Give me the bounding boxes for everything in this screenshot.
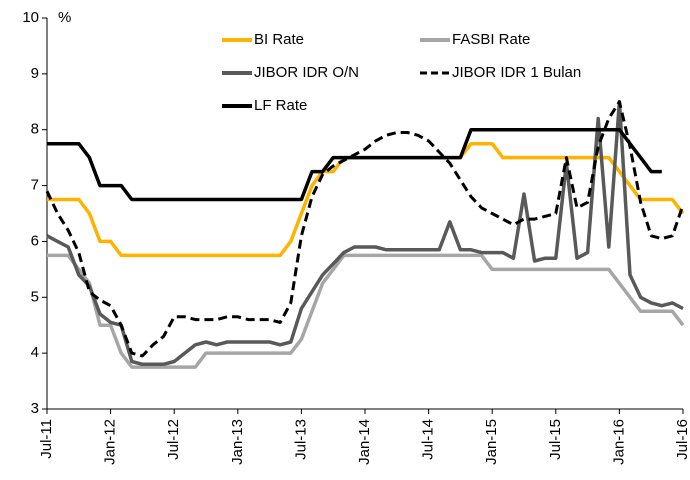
y-tick-label: 10 [22,9,39,26]
x-tick-label: Jan-16 [610,419,627,465]
x-tick-label: Jul-15 [547,419,564,460]
legend-label: BI Rate [254,31,304,48]
y-tick-label: 7 [31,177,39,194]
series-line [47,253,685,369]
x-tick-label: Jul-14 [420,419,437,460]
legend-label: JIBOR IDR O/N [254,64,359,81]
series-line [46,100,684,367]
y-tick-label: 4 [31,344,39,361]
x-tick-label: Jul-12 [165,419,182,460]
legend-label: JIBOR IDR 1 Bulan [452,64,581,81]
y-unit-label: % [58,9,71,26]
x-tick-label: Jan-14 [356,419,373,465]
x-tick-label: Jan-12 [102,419,119,465]
series-line [47,127,662,202]
x-tick-label: Jul-13 [292,419,309,460]
y-tick-label: 6 [31,232,39,249]
x-tick-label: Jul-16 [674,419,690,460]
y-tick-label: 9 [31,65,39,82]
legend-label: LF Rate [254,97,307,114]
x-tick-label: Jul-11 [38,419,55,459]
x-tick-label: Jan-15 [483,419,500,465]
y-tick-label: 3 [31,400,39,417]
x-tick-label: Jan-13 [229,419,246,465]
series-line [45,100,685,358]
legend-label: FASBI Rate [452,31,530,48]
y-tick-label: 8 [31,121,39,138]
y-tick-label: 5 [31,288,39,305]
